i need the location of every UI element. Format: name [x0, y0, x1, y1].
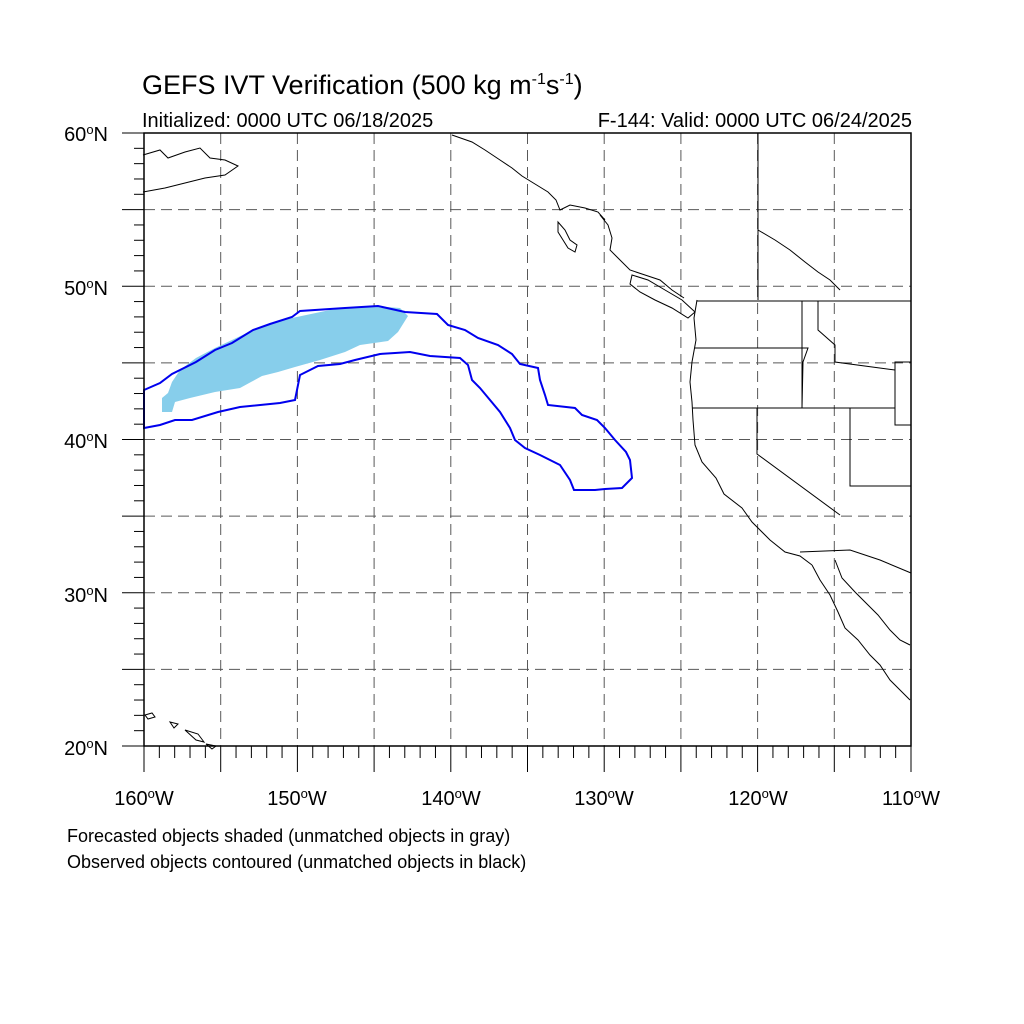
chart-title: GEFS IVT Verification (500 kg m-1s-1) [142, 70, 583, 100]
lat-label-20: 20oN [64, 736, 108, 760]
observed-ivt-contours [143, 304, 634, 491]
baja-peninsula [811, 564, 911, 701]
hawaii-islands [144, 712, 218, 750]
lon-label-150w: 150oW [267, 786, 327, 810]
axis-ticks [122, 132, 912, 772]
canada-coast-east [757, 229, 841, 291]
forecast-legend-note: Forecasted objects shaded (unmatched obj… [67, 826, 511, 846]
observed-object-north [143, 304, 634, 491]
forecast-ivt-object [162, 306, 408, 412]
observed-legend-note: Observed objects contoured (unmatched ob… [67, 852, 527, 872]
vancouver-island [629, 274, 696, 319]
lat-label-40: 40oN [64, 429, 108, 453]
lon-label-110w: 110oW [881, 786, 940, 810]
lat-label-50: 50oN [64, 276, 108, 300]
haida-gwaii [557, 220, 578, 253]
us-west-coast [689, 299, 813, 566]
alaska-coastline [142, 147, 240, 193]
bc-coast [599, 214, 685, 299]
lon-label-130w: 130oW [574, 786, 634, 810]
lon-label-120w: 120oW [728, 786, 788, 810]
coastlines [142, 134, 911, 750]
lat-label-30: 30oN [64, 583, 108, 607]
political-boundaries [692, 133, 912, 574]
alaska-panhandle [451, 134, 606, 221]
valid-time-label: F-144: Valid: 0000 UTC 06/24/2025 [597, 110, 912, 132]
initialized-label: Initialized: 0000 UTC 06/18/2025 [142, 110, 434, 132]
gulf-of-california [834, 559, 911, 646]
lon-label-140w: 140oW [421, 786, 481, 810]
gridlines [144, 133, 911, 746]
plot-frame [143, 132, 912, 747]
lon-label-160w: 160oW [114, 786, 174, 810]
lat-label-60: 60oN [64, 122, 108, 146]
